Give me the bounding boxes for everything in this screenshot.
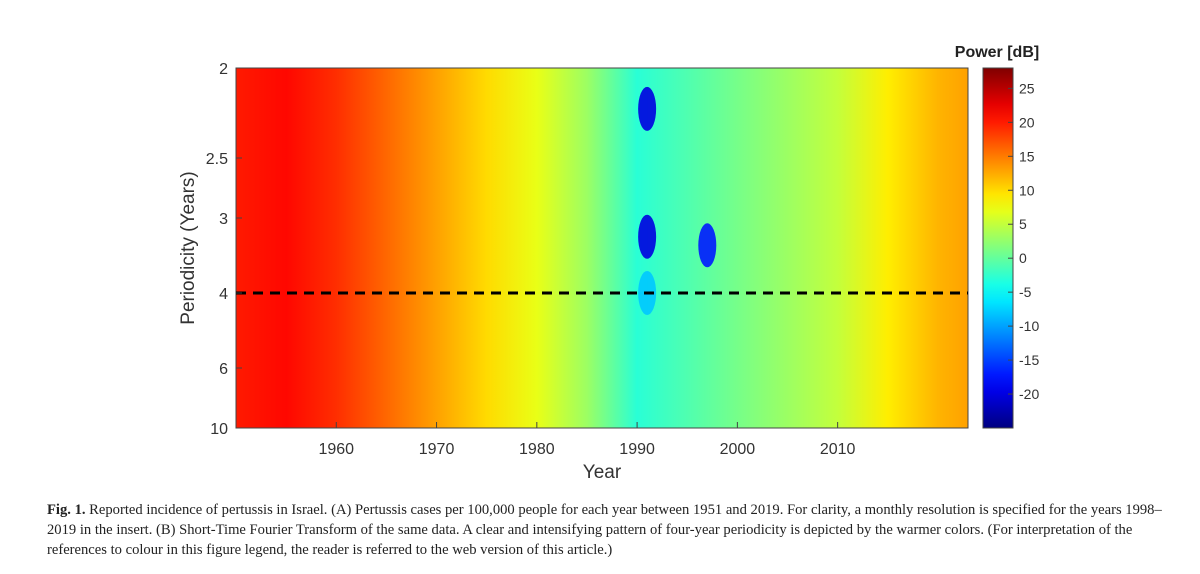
x-tick-label: 2000 [720,441,756,458]
colorbar-scale [982,67,1014,429]
x-tick-label: 1960 [318,441,354,458]
y-tick-label: 3 [219,211,228,228]
colorbar-tick-label: 5 [1019,216,1027,232]
heatmap-base [236,68,968,428]
colorbar-tick-label: 25 [1019,80,1035,96]
y-axis-label: Periodicity (Years) [178,171,199,324]
colorbar-title: Power [dB] [955,44,1039,61]
colorbar-tick-label: -10 [1019,318,1039,334]
colorbar-tick-label: -15 [1019,352,1039,368]
y-tick-label: 4 [219,286,228,303]
x-tick-label: 1980 [519,441,555,458]
colorbar-ticks: 25 20 15 10 5 0 -5 -10 -15 -20 [1008,80,1039,402]
x-tick-label: 1970 [419,441,455,458]
plot-frame [235,67,969,429]
heatmap-feature-2 [698,223,717,268]
x-axis: 1960 1970 1980 1990 2000 2010 [318,422,856,458]
colorbar-tick-label: 0 [1019,250,1027,266]
colorbar-tick-label: 20 [1019,114,1035,130]
caption-label: Fig. 1. [47,502,86,518]
heatmap-feature-0 [638,86,657,131]
x-tick-label: 2010 [820,441,856,458]
x-tick-label: 1990 [619,441,655,458]
y-tick-label: 6 [219,361,228,378]
y-tick-label: 2 [219,61,228,78]
y-axis: 2 2.5 3 4 6 10 [206,61,242,438]
heatmap-feature-1 [638,214,657,259]
colorbar: Power [dB] 25 20 15 10 5 0 -5 -10 -15 -20 [955,44,1039,429]
y-tick-label: 10 [210,421,228,438]
caption-text: Reported incidence of pertussis in Israe… [47,502,1162,558]
y-tick-label: 2.5 [206,151,228,168]
x-axis-label: Year [583,462,622,483]
plot-area [236,68,968,428]
colorbar-tick-label: 15 [1019,148,1035,164]
colorbar-tick-label: -20 [1019,386,1039,402]
figure-caption: Fig. 1. Reported incidence of pertussis … [47,500,1187,560]
colorbar-tick-label: -5 [1019,284,1032,300]
colorbar-tick-label: 10 [1019,182,1035,198]
